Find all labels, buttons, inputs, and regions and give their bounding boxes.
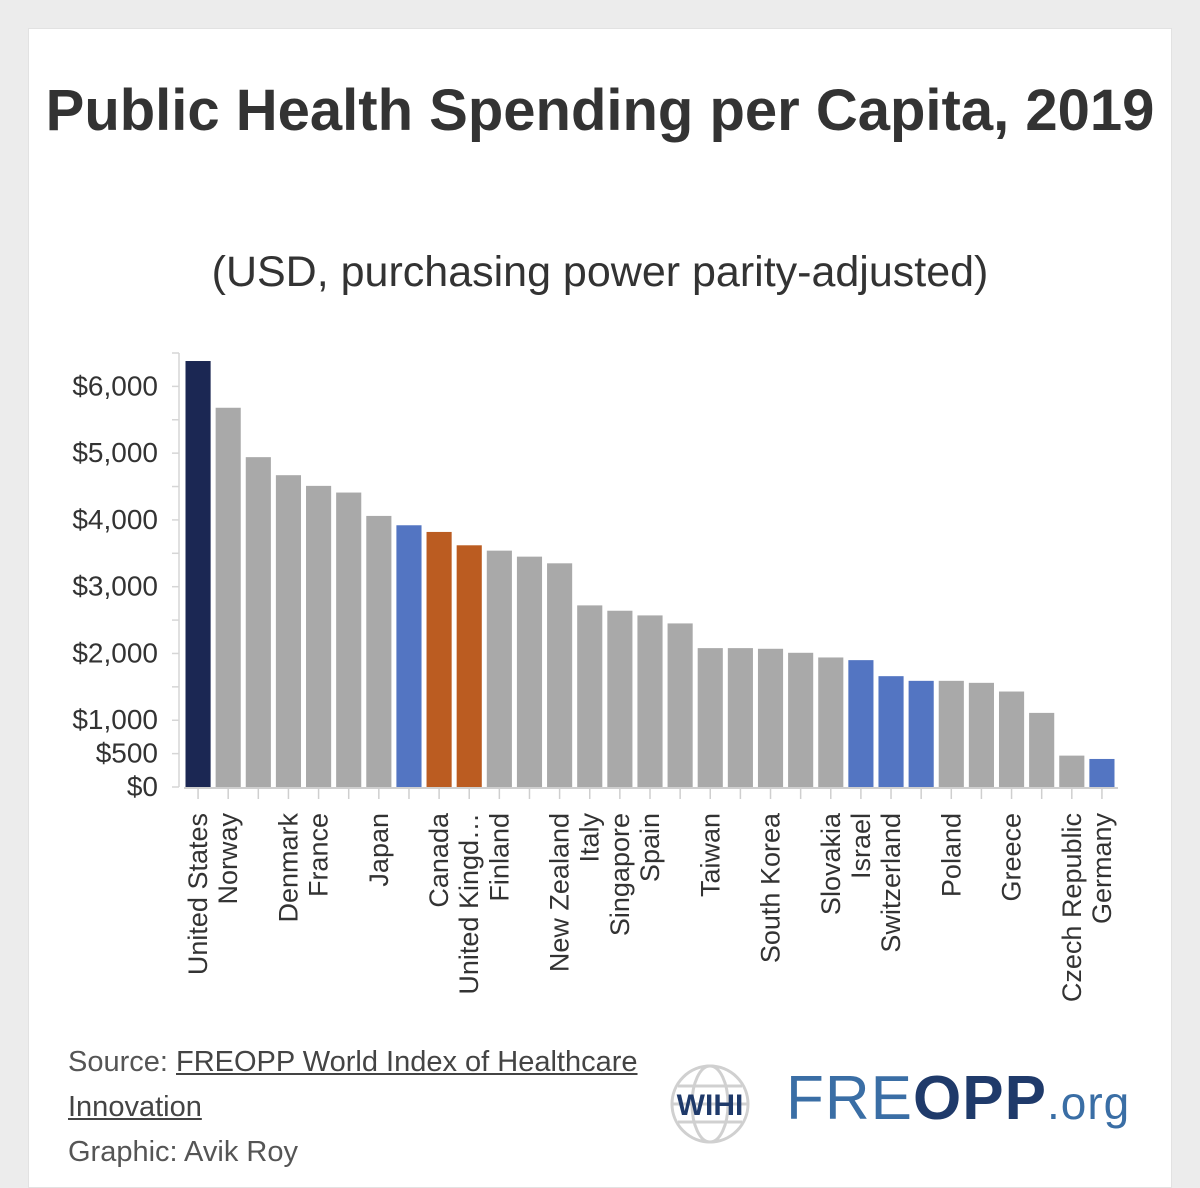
bar bbox=[516, 556, 543, 787]
x-tick-label: Taiwan bbox=[695, 813, 725, 897]
bar bbox=[306, 485, 332, 787]
source-prefix: Source: bbox=[68, 1046, 176, 1078]
bar bbox=[396, 525, 422, 787]
x-tick-label: Germany bbox=[1087, 813, 1117, 925]
graphic-credit: Graphic: Avik Roy bbox=[68, 1136, 298, 1168]
bar bbox=[667, 623, 693, 787]
bar bbox=[998, 691, 1025, 787]
bar bbox=[215, 407, 241, 787]
bar bbox=[547, 563, 573, 787]
wihi-text: WIHI bbox=[677, 1089, 744, 1122]
bar bbox=[757, 648, 784, 787]
bar-chart: $0$500$1,000 $2,000 $3,000 $4,000 $5,000 $6,0… bbox=[72, 352, 1118, 1002]
bar bbox=[697, 648, 723, 787]
x-tick-label: Denmark bbox=[273, 813, 303, 923]
x-tick-label: Canada bbox=[424, 812, 454, 908]
x-tick-label: Singapore bbox=[605, 813, 635, 936]
bar bbox=[275, 475, 302, 787]
y-tick-label: $1,000 bbox=[72, 704, 158, 735]
x-tick-label: United States bbox=[183, 813, 213, 975]
x-tick-label: Italy bbox=[575, 813, 605, 863]
x-tick-label: Spain bbox=[635, 813, 665, 882]
source-note: Source: FREOPP World Index of Healthcare… bbox=[68, 1040, 678, 1175]
bar bbox=[456, 545, 482, 787]
bar bbox=[878, 676, 904, 787]
bar bbox=[968, 682, 994, 787]
x-tick-label: Switzerland bbox=[876, 813, 906, 953]
bar bbox=[848, 660, 874, 787]
bar bbox=[727, 648, 753, 787]
freopp-o: O bbox=[913, 1064, 963, 1133]
wihi-logo: WIHI bbox=[670, 1064, 750, 1144]
x-tick-label: France bbox=[304, 813, 334, 897]
bar bbox=[1059, 755, 1085, 787]
y-tick-label: $500 bbox=[96, 738, 158, 769]
y-tick-label: $5,000 bbox=[72, 437, 158, 468]
x-tick-label: South Korea bbox=[756, 812, 786, 963]
x-tick-label: Finland bbox=[484, 813, 514, 902]
bar bbox=[426, 531, 452, 787]
bar bbox=[938, 680, 964, 787]
y-tick-label: $0 bbox=[127, 771, 158, 802]
source-link[interactable]: FREOPP World Index of Healthcare Innovat… bbox=[68, 1046, 638, 1123]
bar bbox=[788, 652, 814, 787]
x-tick-label: Poland bbox=[936, 813, 966, 897]
y-tick-label: $2,000 bbox=[72, 637, 158, 668]
x-tick-label: Israel bbox=[846, 813, 876, 879]
bar bbox=[607, 610, 633, 787]
bar bbox=[336, 492, 362, 787]
bar bbox=[1029, 712, 1055, 787]
bar bbox=[486, 550, 512, 787]
freopp-pre: FRE bbox=[786, 1064, 913, 1133]
bar bbox=[908, 680, 934, 787]
x-tick-label: Slovakia bbox=[816, 812, 846, 915]
freopp-logo: FREOPP.org bbox=[786, 1064, 1130, 1138]
x-tick-label: Japan bbox=[364, 813, 394, 887]
bar bbox=[245, 457, 271, 787]
bar bbox=[818, 657, 844, 787]
bar bbox=[1089, 758, 1115, 787]
y-tick-label: $3,000 bbox=[72, 571, 158, 602]
bar bbox=[185, 361, 211, 787]
y-tick-label: $6,000 bbox=[72, 370, 158, 401]
freopp-post: PP bbox=[962, 1064, 1047, 1133]
x-tick-label: United Kingd… bbox=[454, 813, 484, 995]
x-tick-label: Greece bbox=[997, 813, 1027, 902]
bar bbox=[637, 615, 663, 787]
x-tick-label: Norway bbox=[213, 813, 243, 905]
chart-subtitle: (USD, purchasing power parity-adjusted) bbox=[211, 248, 989, 296]
x-tick-label: Czech Republic bbox=[1057, 813, 1087, 1002]
bar bbox=[577, 605, 603, 787]
freopp-org: .org bbox=[1046, 1077, 1131, 1129]
x-tick-label: New Zealand bbox=[545, 813, 575, 972]
y-tick-label: $4,000 bbox=[72, 504, 158, 535]
chart-title: Public Health Spending per Capita, 2019 bbox=[45, 78, 1155, 143]
bar bbox=[366, 515, 392, 787]
